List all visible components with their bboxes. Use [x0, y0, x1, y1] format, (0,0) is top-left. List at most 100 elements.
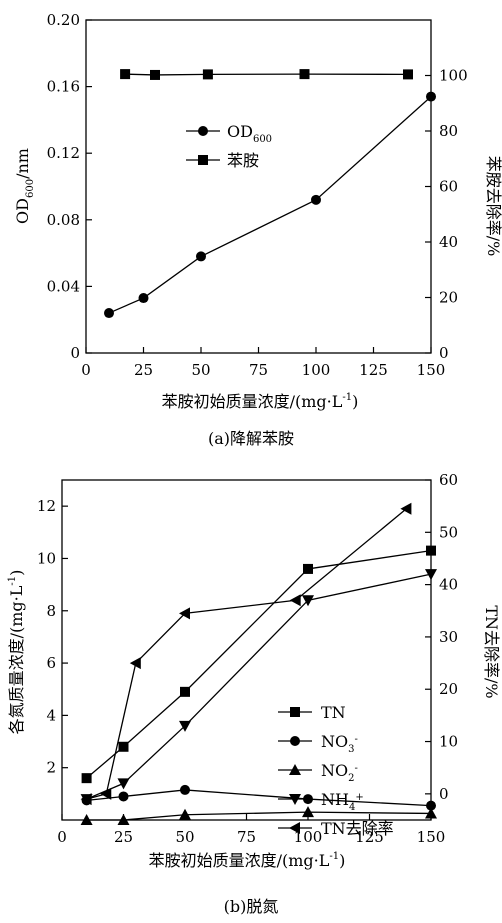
- legend-marker-tn: [290, 707, 300, 717]
- legend-marker-od600: [198, 126, 208, 136]
- chart-b-data-point-no2: [80, 814, 93, 825]
- chart-a-left-y-tick-label: 0: [70, 344, 80, 362]
- chart-b-data-point-no3: [426, 800, 436, 811]
- chart-b-data-point-nh4: [302, 595, 314, 607]
- chart-a-x-ticks: 0 25 50 75 100 125 150: [81, 347, 445, 379]
- chart-b-data-point-tn: [303, 563, 313, 574]
- chart-b-x-tick-label: 50: [175, 828, 194, 846]
- chart-a-x-tick-label: 125: [359, 361, 388, 379]
- chart-b-plot-frame: [61, 479, 432, 821]
- legend-marker-nh4: [289, 794, 301, 805]
- chart-a-right-y-axis-title: 苯胺去除率/%: [484, 156, 502, 257]
- chart-a-data-point-aniline: [403, 69, 413, 80]
- chart-b-data-point-no2: [117, 814, 130, 825]
- chart-a-right-y-tick-label: 0: [439, 344, 449, 362]
- chart-a-right-y-ticks: 0 20 40 60 80 100: [425, 67, 468, 362]
- chart-a-data-point-od600: [138, 293, 149, 304]
- chart-b-data-point-tn-removal: [100, 787, 112, 800]
- chart-b-caption: (b)脱氮: [224, 897, 279, 916]
- chart-a-caption: (a)降解苯胺: [208, 429, 294, 448]
- legend-label-od600: OD600: [227, 122, 272, 145]
- chart-b-data-point-tn-removal: [289, 594, 301, 607]
- chart-a-data-point-aniline: [150, 69, 160, 80]
- chart-b-data-point-no3: [118, 791, 129, 802]
- chart-b-left-y-tick-label: 12: [37, 497, 56, 515]
- chart-b-data-point-tn: [180, 686, 190, 697]
- chart-b-left-y-tick-label: 6: [46, 654, 56, 672]
- legend-marker-no3: [290, 736, 300, 746]
- chart-b-right-y-tick-label: 30: [439, 628, 458, 646]
- chart-a-x-tick-label: 150: [417, 361, 446, 379]
- chart-a-left-y-tick-label: 0.20: [47, 11, 80, 29]
- chart-b-data-point-no2: [302, 806, 314, 818]
- legend-marker-no2: [289, 764, 301, 775]
- chart-a-x-tick-label: 75: [249, 361, 268, 379]
- legend-label-no3: NO3-: [321, 732, 358, 755]
- chart-a-right-y-tick-label: 100: [439, 67, 468, 85]
- chart-b-x-tick-label: 0: [57, 828, 67, 846]
- chart-b-series-line-tn-removal: [86, 508, 407, 800]
- chart-a-data-point-od600: [311, 194, 321, 205]
- chart-b-data-point-tn-removal: [129, 657, 141, 670]
- chart-a-data-point-od600: [104, 308, 114, 319]
- chart-b-data-point-nh4: [179, 720, 191, 732]
- chart-a-data-point-aniline: [202, 69, 213, 80]
- chart-b-x-tick-label: 150: [417, 828, 446, 846]
- chart-a-legend: OD600 苯胺: [186, 122, 272, 170]
- chart-b-left-y-tick-label: 8: [46, 602, 56, 620]
- chart-a-right-y-tick-label: 40: [439, 233, 458, 251]
- legend-label-aniline: 苯胺: [227, 151, 259, 170]
- chart-b-x-ticks: 0 25 50 75 100 125 150: [57, 814, 445, 846]
- chart-a-data-point-aniline: [120, 69, 131, 80]
- chart-b-legend: TN NO3- NO2- NH4+ TN去除率: [278, 703, 394, 838]
- chart-a-left-y-tick-label: 0.16: [47, 78, 80, 96]
- chart-b-data-point-tn-removal: [179, 607, 190, 620]
- chart-b-x-tick-label: 100: [294, 828, 323, 846]
- chart-b-left-y-tick-label: 4: [46, 706, 56, 724]
- chart-b-data-point-no2: [425, 807, 437, 819]
- chart-b-data-point-no3: [180, 784, 190, 795]
- chart-b-right-y-tick-label: 20: [439, 680, 458, 698]
- chart-b-right-y-ticks: 0 10 20 30 40 50 60: [425, 471, 458, 803]
- chart-b-data-point-tn: [426, 545, 436, 556]
- chart-a-left-y-tick-label: 0.08: [47, 211, 80, 229]
- chart-a-data-point-od600: [426, 91, 436, 102]
- chart-b-right-y-tick-label: 60: [439, 471, 458, 489]
- chart-a-right-y-tick-label: 20: [439, 289, 458, 307]
- chart-b-left-y-ticks: 2 4 6 8 10 12: [37, 497, 68, 777]
- chart-a-left-y-tick-label: 0.04: [47, 277, 80, 295]
- chart-b-right-y-tick-label: 50: [439, 523, 458, 541]
- chart-b-series-line-no3: [86, 789, 432, 807]
- chart-b-data-point-nh4: [425, 569, 437, 581]
- chart-a-x-tick-label: 100: [302, 361, 331, 379]
- legend-label-no2: NO2-: [321, 761, 358, 784]
- chart-b-x-tick-label: 75: [237, 828, 256, 846]
- chart-a-right-y-tick-label: 80: [439, 122, 458, 140]
- chart-b-series-line-nh4: [86, 573, 432, 800]
- legend-label-nh4: NH4+: [321, 790, 364, 813]
- chart-b-x-tick-label: 25: [114, 828, 133, 846]
- chart-b-right-y-tick-label: 0: [439, 785, 449, 803]
- chart-a-left-y-axis-title: OD600/nm: [13, 148, 36, 224]
- legend-label-tn: TN: [321, 703, 346, 722]
- chart-a-data-point-od600: [196, 251, 206, 262]
- chart-a-x-tick-label: 25: [134, 361, 153, 379]
- chart-a-x-axis-title: 苯胺初始质量浓度/(mg·L-1): [162, 392, 359, 411]
- chart-b-right-y-tick-label: 40: [439, 576, 458, 594]
- legend-label-tn-removal: TN去除率: [321, 819, 394, 838]
- chart-a-series: [104, 69, 436, 319]
- chart-b-data-point-tn-removal: [80, 793, 92, 806]
- legend-marker-tn-removal: [289, 822, 300, 834]
- chart-b-left-y-tick-label: 10: [37, 549, 56, 567]
- chart-a-plot-frame: [85, 19, 432, 354]
- chart-a-series-line-aniline: [125, 73, 409, 76]
- chart-b-data-point-tn-removal: [400, 502, 412, 515]
- legend-marker-aniline: [198, 155, 208, 165]
- chart-a: 0 25 50 75 100 125 150 0 0.04 0.08 0.12 0.16 0.20 0…: [13, 11, 502, 448]
- chart-b-left-y-tick-label: 2: [46, 759, 56, 777]
- chart-a-left-y-tick-label: 0.12: [47, 144, 80, 162]
- chart-a-series-line-od600: [108, 96, 432, 314]
- chart-b-right-y-tick-label: 10: [439, 733, 458, 751]
